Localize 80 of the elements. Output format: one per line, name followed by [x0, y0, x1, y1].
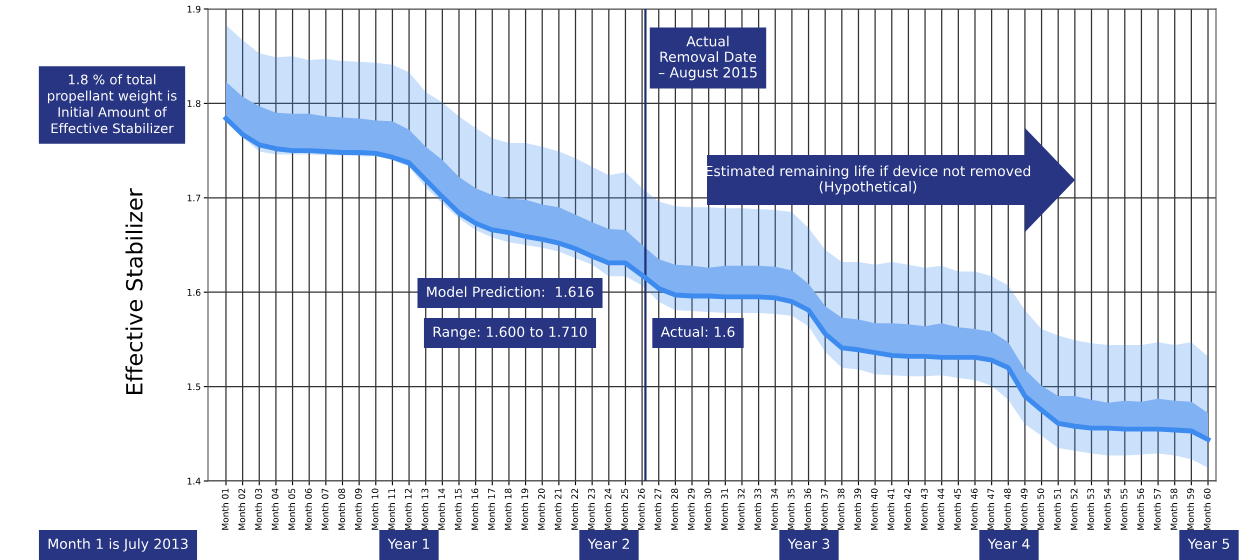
x-tick-label: Month 01: [221, 488, 229, 530]
y-tick-label: 1.7: [187, 194, 201, 202]
x-tick-label: Month 03: [254, 488, 262, 530]
x-tick-label: Month 26: [637, 488, 645, 530]
x-tick-label: Month 25: [621, 488, 629, 530]
text: Month 1 is July 2013: [48, 538, 188, 552]
x-tick-label: Month 24: [604, 488, 612, 530]
x-tick-label: Month 57: [1153, 488, 1161, 530]
text: Year 5: [1187, 538, 1230, 550]
x-tick-label: Month 27: [654, 488, 662, 530]
x-tick-label: Month 41: [887, 488, 895, 530]
x-tick-label: Month 59: [1187, 488, 1194, 530]
x-tick-label: Month 54: [1103, 488, 1111, 530]
x-tick-label: Month 32: [737, 488, 745, 530]
x-tick-label: Month 21: [554, 488, 562, 530]
x-tick-label: Month 08: [338, 488, 346, 530]
x-tick-label: Month 15: [454, 488, 462, 530]
y-tick-label: 1.9: [187, 5, 201, 13]
x-tick-label: Month 18: [504, 488, 512, 530]
x-tick-label: Month 44: [937, 488, 945, 530]
ref-line-label: Actual Removal Date – August 2015: [658, 35, 757, 81]
x-tick-label: Month 07: [321, 488, 329, 530]
x-tick-label: Month 51: [1053, 488, 1061, 530]
x-tick-label: Month 29: [687, 488, 695, 530]
text: Year 4: [987, 538, 1030, 550]
x-tick-label: Month 60: [1203, 488, 1211, 530]
annotation: Model Prediction: 1.616: [427, 286, 594, 298]
x-tick-label: Month 35: [787, 488, 795, 530]
x-tick-label: Month 31: [720, 488, 728, 530]
x-tick-label: Month 11: [388, 488, 396, 530]
y-tick-label: 1.6: [187, 288, 201, 296]
x-tick-label: Month 49: [1020, 488, 1028, 530]
x-tick-label: Month 14: [437, 488, 445, 530]
x-tick-label: Month 50: [1037, 488, 1045, 530]
x-tick-label: Month 53: [1087, 488, 1095, 530]
x-tick-label: Month 37: [820, 488, 828, 530]
x-tick-label: Month 45: [953, 488, 961, 530]
x-tick-label: Month 28: [671, 488, 678, 530]
x-tick-label: Month 33: [754, 488, 762, 530]
text: Year 1: [387, 538, 430, 550]
y-axis-title: Effective Stabilizer: [51, 123, 174, 134]
text: Year 3: [787, 538, 830, 550]
x-tick-label: Month 13: [421, 488, 429, 530]
x-tick-label: Month 48: [1003, 488, 1011, 530]
y-tick-label: 1.8: [187, 100, 201, 107]
x-tick-label: Month 40: [870, 488, 878, 530]
y-tick-label: 1.5: [187, 383, 201, 391]
x-tick-label: Month 09: [354, 488, 362, 530]
x-tick-label: Month 23: [587, 488, 595, 530]
x-tick-label: Month 42: [904, 488, 912, 530]
x-tick-label: Month 17: [487, 488, 495, 530]
x-tick-label: Month 22: [571, 488, 579, 530]
x-tick-label: Month 19: [521, 488, 529, 530]
x-tick-label: Month 55: [1120, 488, 1128, 530]
x-tick-label: Month 02: [238, 488, 246, 530]
x-tick-label: Month 05: [288, 488, 296, 530]
x-tick-label: Month 38: [837, 488, 845, 530]
x-tick-label: Month 58: [1170, 488, 1178, 530]
x-tick-label: Month 56: [1137, 488, 1145, 530]
text: Effective Stabilizer: [125, 188, 143, 394]
x-tick-label: Month 47: [987, 488, 995, 530]
x-tick-label: Month 36: [804, 488, 812, 530]
x-tick-label: Month 39: [854, 488, 862, 530]
x-tick-label: Month 12: [404, 488, 412, 530]
text: Year 2: [587, 538, 629, 550]
x-tick-label: Month 46: [970, 488, 978, 530]
y-tick-label: 1.4: [187, 477, 201, 485]
x-tick-label: Month 20: [537, 488, 545, 530]
x-tick-label: Month 30: [704, 488, 712, 530]
x-tick-label: Month 16: [471, 488, 479, 530]
text: 1.8 % of total propellant weight is Initial Amount of: [47, 74, 177, 117]
x-tick-label: Month 52: [1070, 488, 1078, 530]
x-tick-label: Month 06: [304, 488, 312, 530]
x-tick-label: Month 34: [770, 488, 778, 530]
annotation: Estimated remaining life if device not removed (Hypothetical): [706, 165, 1031, 195]
annotation: Range: 1.600 to 1.710: [433, 326, 587, 340]
x-tick-label: Month 10: [371, 488, 379, 530]
x-tick-label: Month 43: [920, 488, 928, 530]
x-tick-label: Month 04: [271, 488, 279, 530]
annotation: Actual: 1.6: [660, 326, 735, 338]
